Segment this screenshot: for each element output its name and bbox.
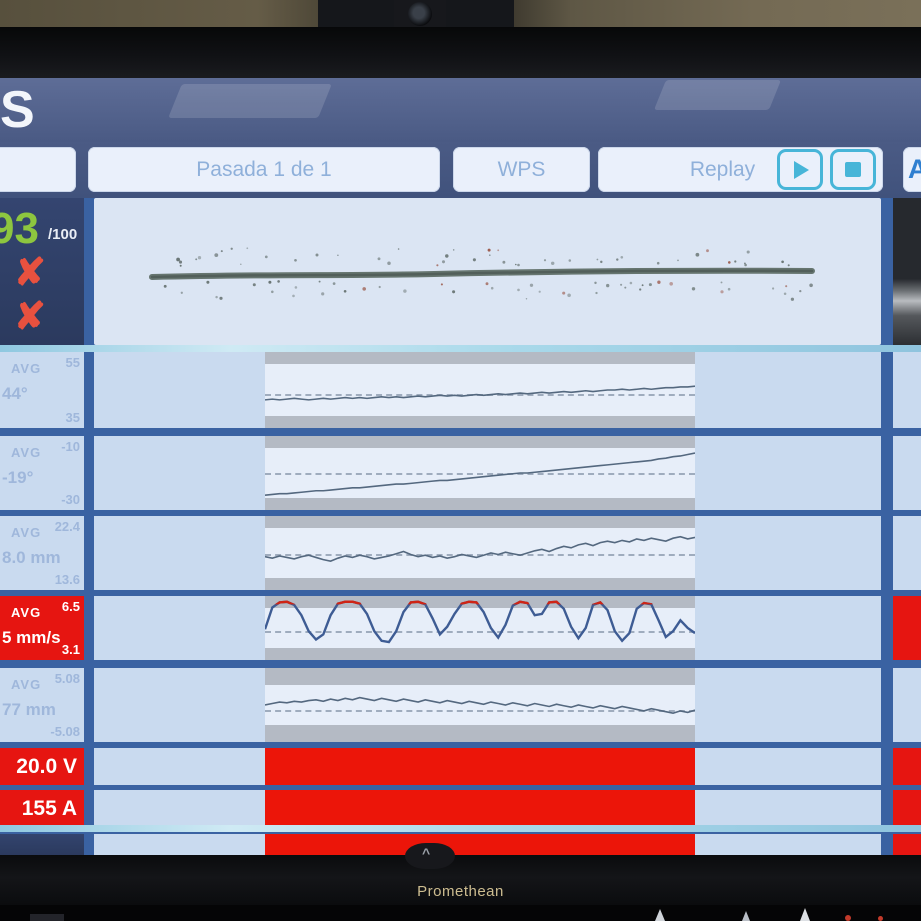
- stop-button[interactable]: [830, 149, 876, 190]
- param-label-stickout: AVG 22.4 8.0 mm 13.6: [0, 516, 84, 590]
- chart-work-angle: [265, 352, 695, 428]
- desk-foreground: [0, 905, 921, 921]
- current-alert-bar: [265, 790, 695, 827]
- score-panel: 93 /100 ✘ ✘: [0, 198, 84, 345]
- avg-value: -19°: [2, 468, 34, 487]
- room-background: [0, 0, 921, 30]
- screen-reflection: [653, 80, 782, 110]
- status-cell-alert: [893, 596, 921, 660]
- play-button[interactable]: [777, 149, 823, 190]
- max-limit: 22.4: [54, 519, 80, 534]
- status-cell: [893, 668, 921, 742]
- avg-label: AVG: [11, 525, 42, 540]
- toolbar: Pasada 1 de 1 WPS Replay A: [0, 142, 921, 198]
- divider-glow: [0, 825, 921, 832]
- webcam-lens-icon: [408, 2, 432, 26]
- param-label-travel-angle: AVG -10 -19° -30: [0, 436, 84, 510]
- chart-alignment: [265, 668, 695, 742]
- min-limit: -5.08: [50, 724, 80, 739]
- max-limit: -10: [61, 439, 80, 454]
- workpiece-thumbnail[interactable]: [893, 198, 921, 345]
- screen-reflection: [168, 84, 332, 118]
- app-header: S: [0, 78, 921, 142]
- bezel-menu-tab: ^: [405, 843, 455, 869]
- param-label-work-angle: AVG 55 44° 35: [0, 352, 84, 428]
- partial-alert-bar: [265, 834, 695, 855]
- avg-label: AVG: [11, 361, 42, 376]
- min-limit: 3.1: [61, 642, 80, 657]
- param-label-alignment: AVG 5.08 77 mm -5.08: [0, 668, 84, 742]
- play-icon: [794, 160, 809, 179]
- voltage-alert-bar: [265, 748, 695, 785]
- wps-button[interactable]: WPS: [453, 147, 590, 192]
- brand-logo: Promethean: [417, 883, 504, 900]
- toolbar-right-stub[interactable]: A: [903, 147, 921, 192]
- partial-row-track: [94, 834, 881, 855]
- avg-label: AVG: [11, 445, 42, 460]
- chevron-up-icon: ^: [422, 845, 431, 861]
- fail-x-icon: ✘: [14, 252, 46, 294]
- min-limit: -30: [61, 492, 80, 507]
- replay-label: Replay: [689, 157, 756, 181]
- pass-selector[interactable]: Pasada 1 de 1: [88, 147, 440, 192]
- toolbar-left-stub[interactable]: [0, 147, 76, 192]
- avg-value: 77 mm: [2, 700, 56, 719]
- voltage-track: [94, 748, 881, 785]
- score-value: 93: [0, 204, 39, 253]
- avg-label: AVG: [11, 605, 42, 620]
- chart-speed: [265, 596, 695, 660]
- stop-icon: [845, 162, 861, 177]
- app-screen: S Pasada 1 de 1 WPS Replay A 93 /100 ✘ ✘: [0, 78, 921, 855]
- avg-label: AVG: [11, 677, 42, 692]
- current-value: 155 A: [0, 790, 84, 827]
- status-cell: [893, 352, 921, 428]
- results-grid: 93 /100 ✘ ✘ AVG 55 44° 35: [0, 198, 921, 855]
- fail-x-icon: ✘: [14, 296, 46, 338]
- param-track-alignment: [94, 668, 881, 742]
- status-cell-alert: [893, 790, 921, 827]
- display-bezel-top: [0, 27, 921, 78]
- chart-travel-angle: [265, 436, 695, 510]
- partial-row-label: [0, 834, 84, 855]
- max-limit: 5.08: [54, 671, 80, 686]
- avg-value: 5 mm/s: [2, 628, 61, 647]
- param-track-speed: [94, 596, 881, 660]
- avg-value: 44°: [2, 384, 28, 403]
- weld-bead-image: [94, 198, 881, 345]
- avg-value: 8.0 mm: [2, 548, 61, 567]
- param-track-work-angle: [94, 352, 881, 428]
- voltage-value: 20.0 V: [0, 748, 84, 785]
- max-limit: 55: [65, 355, 80, 370]
- status-cell: [893, 516, 921, 590]
- status-cell-alert: [893, 834, 921, 855]
- min-limit: 35: [65, 410, 80, 425]
- app-logo: S: [0, 81, 35, 139]
- max-limit: 6.5: [61, 599, 80, 614]
- chart-stickout: [265, 516, 695, 590]
- status-cell: [893, 436, 921, 510]
- display-bezel-bottom: ^ Promethean: [0, 843, 921, 905]
- current-track: [94, 790, 881, 827]
- param-track-travel-angle: [94, 436, 881, 510]
- param-label-speed: AVG 6.5 5 mm/s 3.1: [0, 596, 84, 660]
- min-limit: 13.6: [54, 572, 80, 587]
- score-total: /100: [48, 226, 78, 243]
- replay-panel: Replay: [598, 147, 883, 192]
- param-track-stickout: [94, 516, 881, 590]
- status-cell-alert: [893, 748, 921, 785]
- divider-glow: [0, 345, 921, 352]
